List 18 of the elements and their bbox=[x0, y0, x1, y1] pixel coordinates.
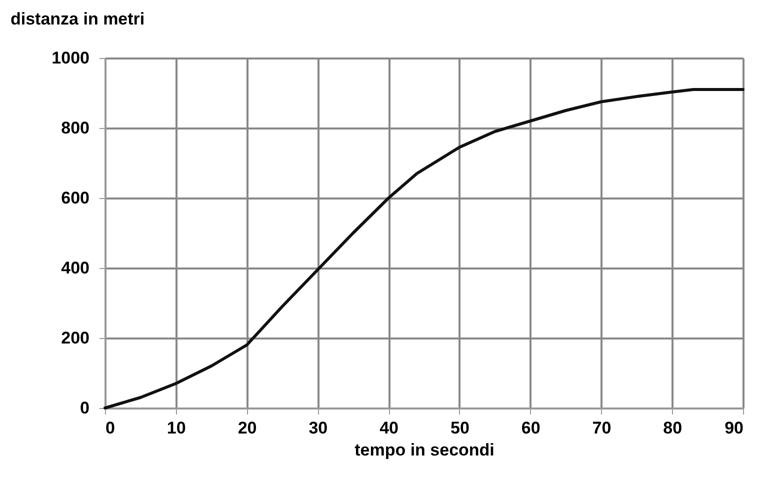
y-tick-label: 400 bbox=[61, 258, 90, 278]
x-tick-label: 60 bbox=[521, 418, 540, 438]
x-tick-label: 40 bbox=[380, 418, 399, 438]
x-tick-label: 0 bbox=[106, 418, 115, 438]
x-axis-title: tempo in secondi bbox=[354, 440, 494, 460]
y-tick-label: 0 bbox=[80, 398, 90, 418]
x-tick-label: 80 bbox=[663, 418, 682, 438]
y-tick-label: 600 bbox=[61, 188, 90, 208]
x-tick-label: 20 bbox=[238, 418, 257, 438]
y-axis-title: distanza in metri bbox=[10, 10, 145, 28]
x-tick-label: 10 bbox=[166, 418, 186, 438]
x-tick-label: 50 bbox=[450, 418, 470, 438]
x-tick-label: 90 bbox=[724, 418, 744, 438]
x-tick-label: 30 bbox=[308, 418, 328, 438]
y-tick-label: 200 bbox=[61, 328, 90, 348]
y-tick-label: 1000 bbox=[52, 48, 90, 68]
x-tick-label: 70 bbox=[592, 418, 612, 438]
y-tick-label: 800 bbox=[61, 118, 90, 138]
